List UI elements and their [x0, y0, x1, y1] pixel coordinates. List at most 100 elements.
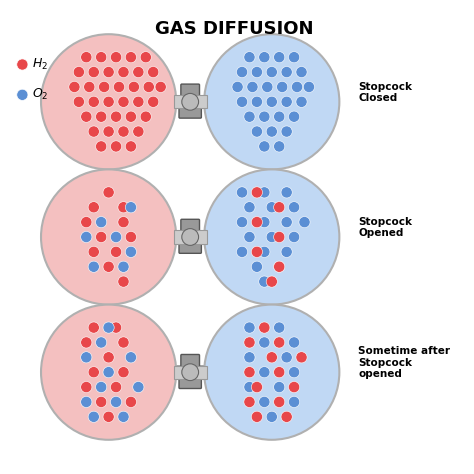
Circle shape	[266, 411, 277, 422]
Circle shape	[96, 382, 107, 392]
Circle shape	[244, 111, 255, 122]
Circle shape	[96, 231, 107, 243]
Circle shape	[118, 261, 129, 273]
Circle shape	[147, 96, 159, 108]
Circle shape	[96, 396, 107, 408]
Circle shape	[155, 82, 166, 92]
Circle shape	[244, 231, 255, 243]
Circle shape	[273, 261, 285, 273]
Circle shape	[266, 126, 277, 137]
Circle shape	[204, 305, 339, 440]
Circle shape	[81, 382, 92, 392]
Circle shape	[125, 231, 137, 243]
Circle shape	[88, 261, 100, 273]
Circle shape	[281, 246, 292, 257]
FancyBboxPatch shape	[181, 84, 200, 98]
Circle shape	[81, 111, 92, 122]
FancyBboxPatch shape	[168, 366, 212, 378]
Circle shape	[81, 231, 92, 243]
Circle shape	[140, 52, 151, 63]
Circle shape	[273, 322, 285, 333]
Circle shape	[244, 382, 255, 392]
Circle shape	[244, 366, 255, 378]
FancyBboxPatch shape	[179, 376, 201, 389]
Circle shape	[88, 66, 100, 78]
Circle shape	[81, 52, 92, 63]
Circle shape	[237, 246, 247, 257]
Circle shape	[251, 411, 263, 422]
Circle shape	[251, 187, 263, 198]
Circle shape	[103, 366, 114, 378]
Circle shape	[244, 337, 255, 348]
Circle shape	[251, 246, 263, 257]
Circle shape	[259, 246, 270, 257]
Circle shape	[41, 169, 176, 305]
Circle shape	[259, 141, 270, 152]
Circle shape	[118, 217, 129, 228]
Circle shape	[296, 66, 307, 78]
Circle shape	[110, 111, 122, 122]
Text: $O_2$: $O_2$	[32, 87, 48, 102]
Circle shape	[273, 52, 285, 63]
Circle shape	[118, 96, 129, 108]
Bar	[174, 95, 207, 109]
Circle shape	[128, 82, 139, 92]
Circle shape	[289, 366, 300, 378]
Circle shape	[244, 396, 255, 408]
Circle shape	[237, 66, 247, 78]
Circle shape	[103, 66, 114, 78]
Circle shape	[103, 261, 114, 273]
Circle shape	[118, 66, 129, 78]
Circle shape	[17, 59, 28, 70]
Circle shape	[251, 126, 263, 137]
Circle shape	[259, 52, 270, 63]
FancyBboxPatch shape	[181, 355, 200, 368]
Circle shape	[88, 96, 100, 108]
Circle shape	[289, 52, 300, 63]
Circle shape	[273, 382, 285, 392]
Circle shape	[289, 111, 300, 122]
FancyBboxPatch shape	[181, 219, 200, 233]
Circle shape	[73, 66, 84, 78]
Circle shape	[125, 246, 137, 257]
Circle shape	[182, 228, 199, 246]
Circle shape	[96, 111, 107, 122]
Circle shape	[259, 396, 270, 408]
Circle shape	[289, 396, 300, 408]
Circle shape	[232, 82, 243, 92]
Circle shape	[273, 337, 285, 348]
Circle shape	[118, 201, 129, 213]
Circle shape	[125, 52, 137, 63]
Circle shape	[266, 276, 277, 287]
Circle shape	[244, 201, 255, 213]
Circle shape	[81, 217, 92, 228]
Circle shape	[41, 305, 176, 440]
Circle shape	[147, 66, 159, 78]
Circle shape	[281, 352, 292, 363]
Circle shape	[281, 96, 292, 108]
Circle shape	[281, 187, 292, 198]
Circle shape	[237, 217, 247, 228]
Circle shape	[277, 82, 288, 92]
Circle shape	[17, 89, 28, 100]
Text: Stopcock
Opened: Stopcock Opened	[358, 217, 412, 238]
Circle shape	[140, 111, 151, 122]
Circle shape	[281, 217, 292, 228]
Circle shape	[237, 96, 247, 108]
Circle shape	[118, 126, 129, 137]
Circle shape	[110, 246, 122, 257]
Circle shape	[273, 261, 285, 273]
Circle shape	[273, 111, 285, 122]
Circle shape	[103, 96, 114, 108]
Circle shape	[125, 201, 137, 213]
FancyBboxPatch shape	[179, 106, 201, 118]
Circle shape	[289, 201, 300, 213]
Circle shape	[110, 382, 122, 392]
Circle shape	[118, 366, 129, 378]
Circle shape	[266, 201, 277, 213]
Circle shape	[182, 93, 199, 110]
Circle shape	[96, 337, 107, 348]
Circle shape	[244, 52, 255, 63]
Circle shape	[259, 111, 270, 122]
FancyBboxPatch shape	[168, 96, 212, 108]
